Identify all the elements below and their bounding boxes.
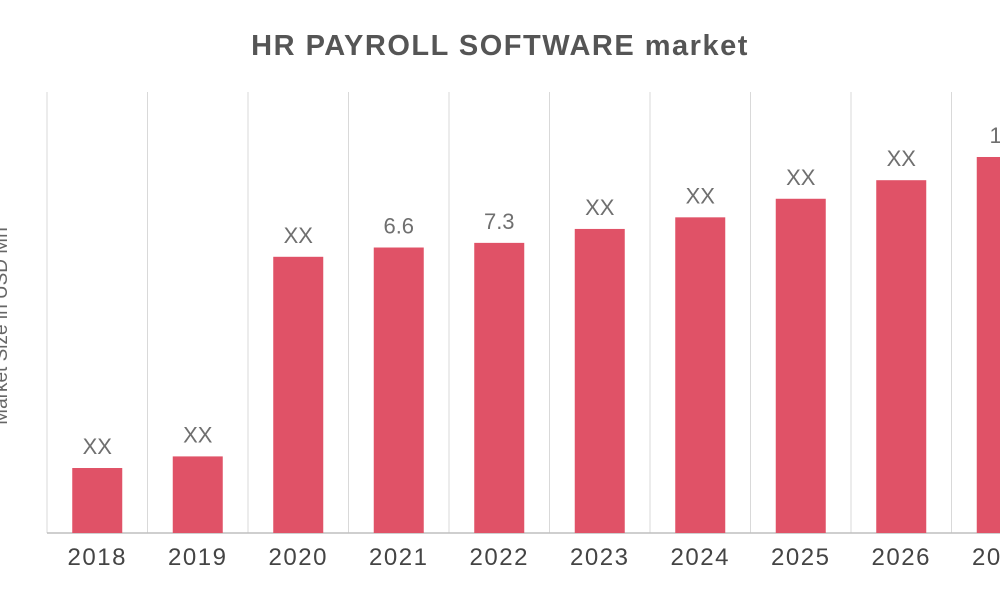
data-label-2023: XX — [585, 195, 615, 220]
data-label-2019: XX — [183, 422, 213, 447]
data-label-2024: XX — [686, 183, 716, 208]
bar-2026 — [876, 180, 927, 533]
data-label-2020: XX — [284, 223, 314, 248]
bar-2020 — [273, 256, 324, 533]
bar-2023 — [574, 228, 625, 533]
data-label-2025: XX — [786, 165, 816, 190]
x-tick-2022: 2022 — [470, 544, 529, 571]
bar-2027 — [976, 156, 1000, 533]
x-tick-2024: 2024 — [671, 544, 730, 571]
bar-2022 — [474, 242, 525, 534]
bar-2024 — [675, 217, 726, 533]
bar-2021 — [373, 247, 424, 533]
x-tick-2023: 2023 — [570, 544, 629, 571]
bar-2019 — [172, 456, 223, 533]
x-tick-2020: 2020 — [269, 544, 328, 571]
x-tick-2018: 2018 — [68, 544, 127, 571]
x-tick-2019: 2019 — [168, 544, 227, 571]
chart-title: HR PAYROLL SOFTWARE market — [251, 30, 749, 62]
bar-2018 — [72, 468, 123, 533]
x-tick-2027: 2027 — [972, 544, 1000, 571]
data-label-2022: 7.3 — [484, 209, 515, 234]
x-tick-2026: 2026 — [872, 544, 931, 571]
data-label-2021: 6.6 — [383, 214, 414, 239]
x-tick-2021: 2021 — [369, 544, 428, 571]
bar-2025 — [775, 198, 826, 533]
data-label-2027: 15 — [990, 123, 1000, 148]
data-label-2026: XX — [887, 146, 917, 171]
data-label-2018: XX — [83, 434, 113, 459]
x-tick-2025: 2025 — [771, 544, 830, 571]
